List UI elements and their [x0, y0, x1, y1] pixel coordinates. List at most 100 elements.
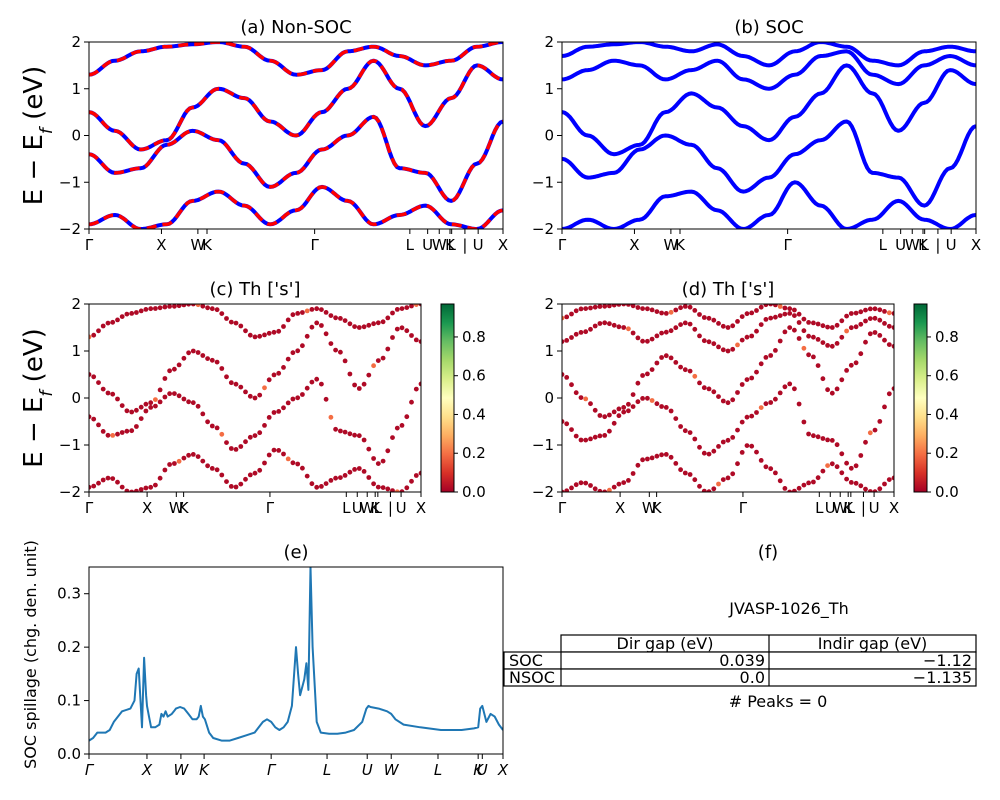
band-point: [172, 461, 177, 466]
band-point: [787, 311, 793, 316]
y-tick-label: −2: [59, 220, 81, 238]
band-point: [607, 487, 612, 492]
table-row: [503, 668, 977, 687]
x-tick-label: W: [833, 499, 848, 517]
band-line: [89, 185, 503, 229]
band-point: [186, 350, 192, 356]
x-tick-label: Γ: [739, 499, 748, 517]
band-point: [176, 304, 182, 309]
band-point: [863, 339, 868, 345]
band-point: [659, 355, 664, 360]
band-point: [697, 380, 702, 386]
band-point: [844, 476, 849, 482]
band-point: [673, 461, 679, 466]
x-tick-label: K: [445, 236, 456, 254]
band-point: [588, 436, 593, 442]
x-tick-label: K: [473, 761, 484, 779]
band-point: [347, 371, 353, 377]
y-tick-label: 0.1: [57, 692, 81, 710]
panel-title: (f): [758, 542, 778, 563]
band-point: [319, 307, 324, 312]
band-point: [295, 311, 301, 316]
band-point: [820, 376, 826, 382]
band-point: [616, 413, 622, 419]
y-tick-label: −2: [532, 220, 554, 238]
band-point: [181, 355, 187, 361]
band-point: [739, 337, 745, 343]
band-point: [621, 325, 627, 330]
band-point: [578, 437, 584, 443]
band-point: [138, 404, 144, 410]
band-point: [205, 419, 211, 425]
band-point: [564, 421, 570, 427]
band-point: [252, 433, 258, 438]
band-point: [195, 454, 201, 459]
band-point: [867, 331, 873, 337]
band-point: [749, 413, 755, 419]
band-point: [635, 335, 641, 341]
band-point: [562, 489, 565, 492]
band-point: [309, 307, 315, 312]
band-point: [720, 347, 726, 353]
band-point: [314, 320, 320, 326]
x-tick-label: Γ: [783, 236, 792, 254]
band-point: [413, 304, 419, 307]
band-point: [654, 453, 660, 459]
band-point: [562, 339, 565, 344]
band-point: [858, 321, 864, 327]
band-point: [588, 483, 593, 488]
band-point: [682, 470, 688, 476]
band-point: [304, 473, 310, 479]
band-point: [640, 373, 645, 378]
band-point: [815, 475, 821, 481]
x-tick-label: W: [642, 499, 657, 517]
band-point: [186, 399, 192, 405]
band-point: [385, 346, 391, 352]
band-point: [687, 430, 693, 435]
band-point: [262, 332, 267, 338]
band-point: [720, 398, 726, 404]
band-point: [654, 360, 660, 366]
band-point: [224, 440, 229, 445]
band-point: [811, 479, 816, 485]
band-point: [266, 330, 272, 336]
band-point: [157, 475, 163, 481]
band-point: [361, 469, 367, 474]
band-point: [777, 304, 783, 309]
band-point: [390, 335, 395, 340]
band-point: [668, 454, 674, 460]
band-point: [399, 306, 405, 311]
band-point: [687, 321, 693, 327]
band-point: [243, 389, 248, 395]
band-point: [375, 320, 381, 326]
band-point: [815, 363, 821, 368]
band-point: [811, 433, 816, 439]
band-point: [602, 433, 608, 438]
band-point: [578, 480, 584, 486]
band-point: [678, 424, 683, 429]
band-point: [806, 431, 811, 437]
band-point: [763, 401, 769, 407]
band-point: [172, 366, 177, 372]
y-tick-label: −1: [59, 173, 81, 191]
band-point: [877, 486, 883, 492]
band-point: [129, 489, 135, 492]
spillage-line: [89, 567, 503, 742]
band-point: [356, 386, 362, 391]
band-point: [578, 395, 584, 400]
band-point: [91, 374, 97, 380]
band-point: [706, 451, 712, 457]
band-point: [124, 428, 130, 434]
band-point: [281, 365, 286, 370]
band-point: [853, 310, 859, 316]
band-point: [96, 422, 101, 428]
band-point: [119, 484, 125, 490]
band-point: [162, 304, 168, 310]
band-point: [754, 369, 759, 375]
band-point: [668, 328, 674, 334]
band-point: [673, 360, 679, 365]
band-point: [886, 342, 892, 347]
band-point: [243, 328, 248, 334]
band-point: [649, 398, 655, 403]
band-point: [285, 356, 291, 362]
